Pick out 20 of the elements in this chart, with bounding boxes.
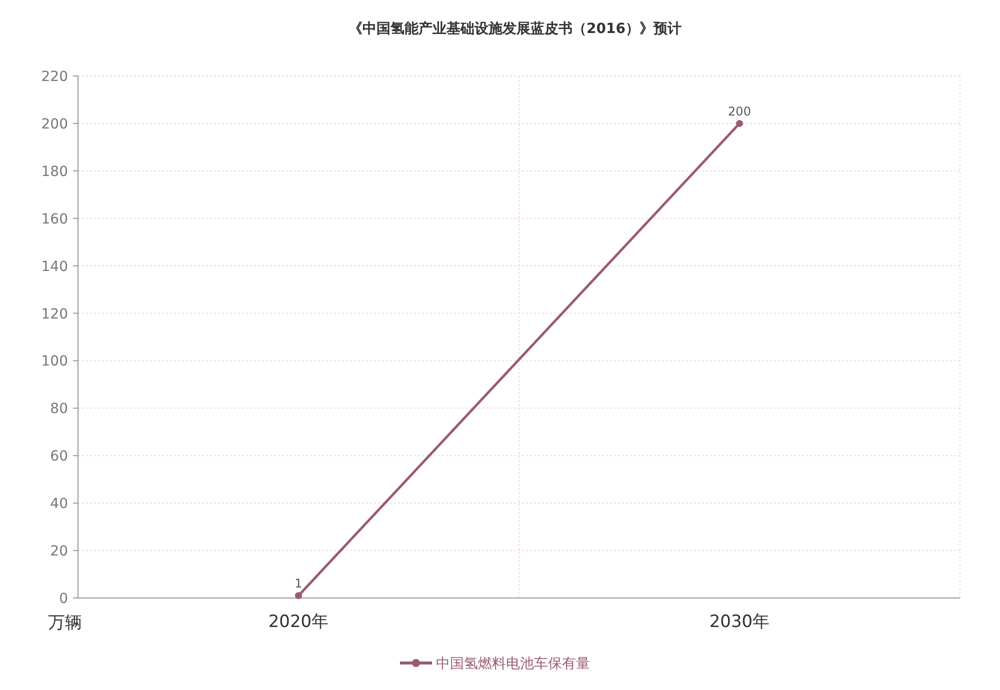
- y-tick-label: 200: [41, 116, 68, 132]
- y-tick-label: 80: [50, 401, 68, 418]
- y-tick-label: 140: [41, 258, 68, 275]
- data-label: 200: [728, 104, 751, 118]
- x-tick-label: 2030年: [709, 612, 770, 632]
- legend-item: 中国氢燃料电池车保有量: [400, 656, 590, 672]
- legend-label: 中国氢燃料电池车保有量: [436, 656, 590, 672]
- y-tick-label: 40: [50, 496, 68, 512]
- data-label: 1: [294, 576, 302, 591]
- y-tick-label: 100: [41, 354, 68, 370]
- y-tick-label: 180: [41, 164, 68, 180]
- x-tick-label: 2020年: [268, 612, 329, 632]
- y-tick-label: 20: [50, 544, 68, 560]
- chart-title: 《中国氢能产业基础设施发展蓝皮书（2016）》预计: [348, 20, 682, 37]
- y-tick-label: 220: [41, 69, 68, 85]
- y-tick-label: 120: [41, 306, 68, 322]
- y-tick-label: 0: [59, 591, 68, 607]
- y-axis-title: 万辆: [48, 613, 82, 633]
- y-tick-label: 60: [50, 448, 68, 465]
- y-tick-label: 160: [41, 211, 68, 228]
